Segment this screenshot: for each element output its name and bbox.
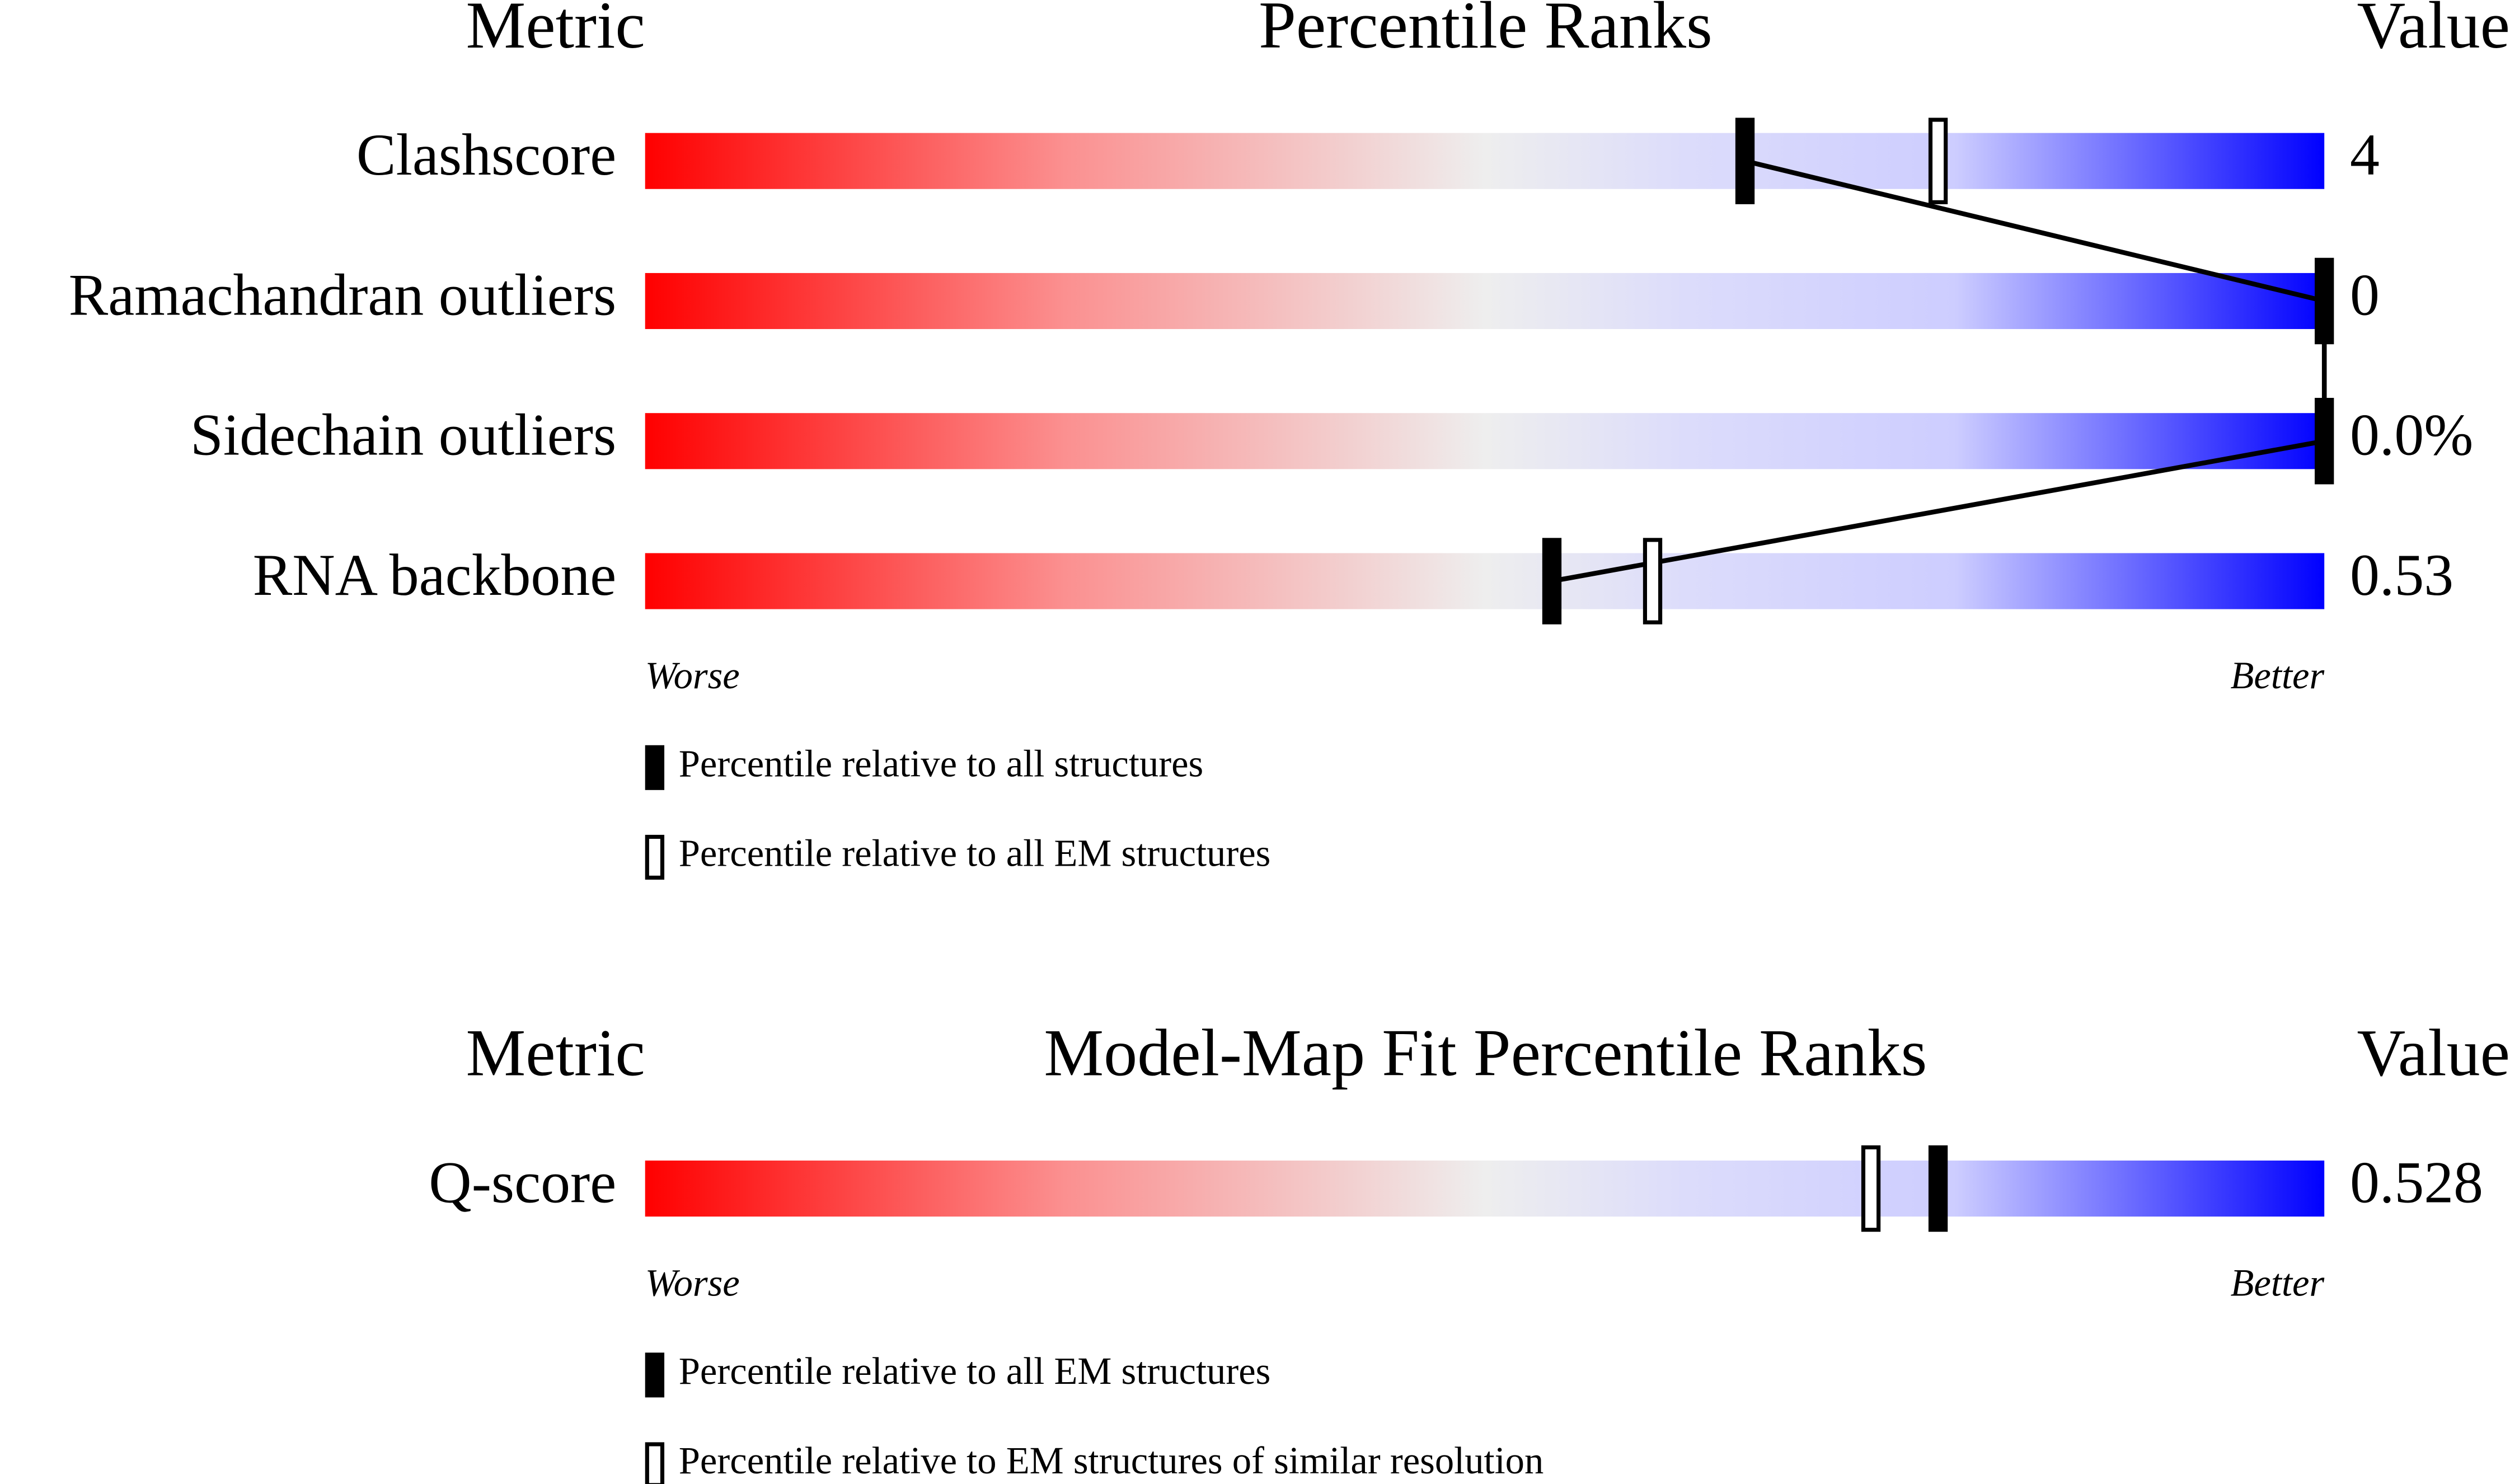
better-label: Better bbox=[2231, 1262, 2325, 1304]
metric-header: Metric bbox=[466, 0, 645, 62]
legend-swatch bbox=[645, 745, 665, 790]
connector-line bbox=[1551, 158, 2327, 584]
chart-title: Model-Map Fit Percentile Ranks bbox=[1044, 1015, 1927, 1089]
legend-label: Percentile relative to all structures bbox=[679, 743, 1204, 785]
metric-value: 0.53 bbox=[2350, 542, 2453, 608]
metric-value: 4 bbox=[2350, 122, 2380, 187]
legend-swatch bbox=[645, 1442, 665, 1484]
metric-label: Q-score bbox=[429, 1149, 616, 1215]
slider-bar bbox=[645, 1160, 2325, 1217]
legend-label: Percentile relative to all EM structures bbox=[679, 1350, 1271, 1392]
percentile-marker bbox=[1735, 118, 1755, 204]
slider-bar bbox=[645, 553, 2325, 609]
value-header: Value bbox=[2357, 1015, 2510, 1089]
legend-swatch bbox=[645, 834, 665, 880]
legend-swatch bbox=[645, 1352, 665, 1398]
percentile-marker-open bbox=[1861, 1145, 1881, 1232]
percentile-marker-open bbox=[1643, 538, 1663, 624]
better-label: Better bbox=[2231, 654, 2325, 697]
slider-bar bbox=[645, 273, 2325, 330]
worse-label: Worse bbox=[645, 1262, 740, 1304]
slider-bar bbox=[645, 413, 2325, 469]
legend-label: Percentile relative to EM structures of … bbox=[679, 1439, 1544, 1482]
percentile-marker bbox=[1542, 538, 1562, 624]
slider-bar bbox=[645, 133, 2325, 189]
legend-label: Percentile relative to all EM structures bbox=[679, 832, 1271, 875]
metric-value: 0 bbox=[2350, 262, 2380, 327]
percentile-marker bbox=[2315, 398, 2334, 485]
metric-value: 0.528 bbox=[2350, 1149, 2483, 1215]
worse-label: Worse bbox=[645, 654, 740, 697]
metric-label: Sidechain outliers bbox=[190, 402, 616, 468]
metric-label: Ramachandran outliers bbox=[69, 262, 617, 327]
metric-label: Clashscore bbox=[356, 122, 616, 187]
metric-value: 0.0% bbox=[2350, 402, 2473, 468]
percentile-marker-open bbox=[1928, 118, 1948, 204]
percentile-marker bbox=[2315, 257, 2334, 345]
percentile-marker bbox=[1928, 1145, 1948, 1232]
metric-label: RNA backbone bbox=[253, 542, 617, 608]
chart-title: Percentile Ranks bbox=[1259, 0, 1713, 62]
metric-header: Metric bbox=[466, 1015, 645, 1089]
value-header: Value bbox=[2357, 0, 2510, 62]
